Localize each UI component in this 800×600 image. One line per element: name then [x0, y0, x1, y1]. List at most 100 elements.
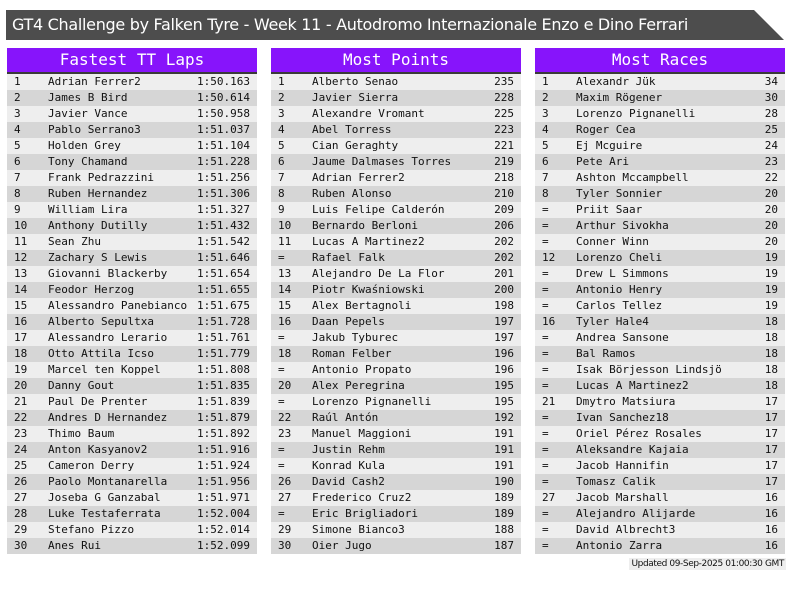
- value-cell: 201: [494, 267, 514, 280]
- position-cell: 7: [14, 171, 21, 184]
- position-cell: =: [278, 459, 285, 472]
- position-cell: 14: [14, 283, 28, 296]
- driver-name-cell: Anthony Dutilly: [48, 219, 148, 232]
- position-cell: 20: [14, 379, 28, 392]
- driver-name-cell: Giovanni Blackerby: [48, 267, 168, 280]
- table-row: 15 Alessandro Panebianco 1:51.675: [7, 298, 257, 314]
- table-row: 12 Lorenzo Cheli 19: [535, 250, 785, 266]
- table-row: 8 Tyler Sonnier 20: [535, 186, 785, 202]
- driver-name-cell: Ivan Sanchez18: [576, 411, 669, 424]
- position-cell: 7: [278, 171, 285, 184]
- table-row: = Rafael Falk 202: [271, 250, 521, 266]
- value-cell: 19: [764, 251, 778, 264]
- position-cell: 14: [278, 283, 292, 296]
- value-cell: 18: [764, 363, 778, 376]
- table-row: 24 Anton Kasyanov2 1:51.916: [7, 442, 257, 458]
- value-cell: 1:51.808: [197, 363, 250, 376]
- position-cell: =: [542, 475, 549, 488]
- value-cell: 1:51.839: [197, 395, 250, 408]
- position-cell: 15: [278, 299, 292, 312]
- value-cell: 1:51.892: [197, 427, 250, 440]
- table-row: 15 Alex Bertagnoli 198: [271, 298, 521, 314]
- position-cell: 25: [14, 459, 28, 472]
- table-row: 4 Roger Cea 25: [535, 122, 785, 138]
- position-cell: 21: [542, 395, 556, 408]
- table-row: 11 Lucas A Martinez2 202: [271, 234, 521, 250]
- value-cell: 18: [764, 379, 778, 392]
- driver-name-cell: Oriel Pérez Rosales: [576, 427, 702, 440]
- value-cell: 228: [494, 91, 514, 104]
- table-row: 4 Pablo Serrano3 1:51.037: [7, 122, 257, 138]
- driver-name-cell: Adrian Ferrer2: [48, 75, 141, 88]
- driver-name-cell: Danny Gout: [48, 379, 115, 392]
- table-row: 27 Frederico Cruz2 189: [271, 490, 521, 506]
- table-row: = Andrea Sansone 18: [535, 330, 785, 346]
- driver-name-cell: Arthur Sivokha: [576, 219, 669, 232]
- value-cell: 1:50.614: [197, 91, 250, 104]
- table-row: 10 Bernardo Berloni 206: [271, 218, 521, 234]
- driver-name-cell: Javier Vance: [48, 107, 128, 120]
- table-row: 26 Paolo Montanarella 1:51.956: [7, 474, 257, 490]
- value-cell: 209: [494, 203, 514, 216]
- driver-name-cell: James B Bird: [48, 91, 128, 104]
- table-row: 5 Cian Geraghty 221: [271, 138, 521, 154]
- table-row: 14 Feodor Herzog 1:51.655: [7, 282, 257, 298]
- table-row: 30 Oier Jugo 187: [271, 538, 521, 554]
- driver-name-cell: Tyler Hale4: [576, 315, 649, 328]
- position-cell: 4: [14, 123, 21, 136]
- position-cell: =: [278, 443, 285, 456]
- leaderboard-rows: 1 Adrian Ferrer2 1:50.163 2 James B Bird 1:50…: [7, 74, 257, 554]
- driver-name-cell: Conner Winn: [576, 235, 649, 248]
- position-cell: 19: [14, 363, 28, 376]
- driver-name-cell: Eric Brigliadori: [312, 507, 418, 520]
- driver-name-cell: Feodor Herzog: [48, 283, 135, 296]
- position-cell: 9: [14, 203, 21, 216]
- table-row: = Carlos Tellez 19: [535, 298, 785, 314]
- position-cell: 27: [542, 491, 556, 504]
- value-cell: 219: [494, 155, 514, 168]
- value-cell: 17: [764, 459, 778, 472]
- position-cell: =: [542, 523, 549, 536]
- position-cell: 18: [14, 347, 28, 360]
- position-cell: 11: [14, 235, 28, 248]
- position-cell: 29: [278, 523, 292, 536]
- table-row: 26 David Cash2 190: [271, 474, 521, 490]
- table-row: 13 Giovanni Blackerby 1:51.654: [7, 266, 257, 282]
- driver-name-cell: Simone Bianco3: [312, 523, 405, 536]
- driver-name-cell: David Albrecht3: [576, 523, 676, 536]
- position-cell: 28: [14, 507, 28, 520]
- value-cell: 189: [494, 491, 514, 504]
- driver-name-cell: Andrea Sansone: [576, 331, 669, 344]
- position-cell: =: [542, 539, 549, 552]
- table-row: 16 Daan Pepels 197: [271, 314, 521, 330]
- value-cell: 198: [494, 299, 514, 312]
- table-row: 22 Raúl Antón 192: [271, 410, 521, 426]
- driver-name-cell: Andres D Hernandez: [48, 411, 168, 424]
- position-cell: 17: [14, 331, 28, 344]
- position-cell: =: [542, 283, 549, 296]
- position-cell: 8: [14, 187, 21, 200]
- panel-title: Most Races: [535, 48, 785, 74]
- driver-name-cell: Anton Kasyanov2: [48, 443, 148, 456]
- position-cell: 10: [278, 219, 292, 232]
- table-row: 2 Javier Sierra 228: [271, 90, 521, 106]
- value-cell: 187: [494, 539, 514, 552]
- position-cell: 5: [278, 139, 285, 152]
- position-cell: 4: [542, 123, 549, 136]
- position-cell: 13: [278, 267, 292, 280]
- value-cell: 22: [764, 171, 778, 184]
- table-row: 16 Tyler Hale4 18: [535, 314, 785, 330]
- table-row: 1 Alexandr Jük 34: [535, 74, 785, 90]
- panel-most-races: Most Races 1 Alexandr Jük 34 2 Maxim Rögener…: [535, 48, 785, 554]
- value-cell: 1:51.104: [197, 139, 250, 152]
- driver-name-cell: Jakub Tyburec: [312, 331, 399, 344]
- table-row: 6 Tony Chamand 1:51.228: [7, 154, 257, 170]
- position-cell: =: [542, 507, 549, 520]
- table-row: = Alejandro Alijarde 16: [535, 506, 785, 522]
- table-row: = Aleksandre Kajaia 17: [535, 442, 785, 458]
- driver-name-cell: Alessandro Panebianco: [48, 299, 188, 312]
- value-cell: 190: [494, 475, 514, 488]
- table-row: = Ivan Sanchez18 17: [535, 410, 785, 426]
- driver-name-cell: Paul De Prenter: [48, 395, 148, 408]
- position-cell: =: [542, 379, 549, 392]
